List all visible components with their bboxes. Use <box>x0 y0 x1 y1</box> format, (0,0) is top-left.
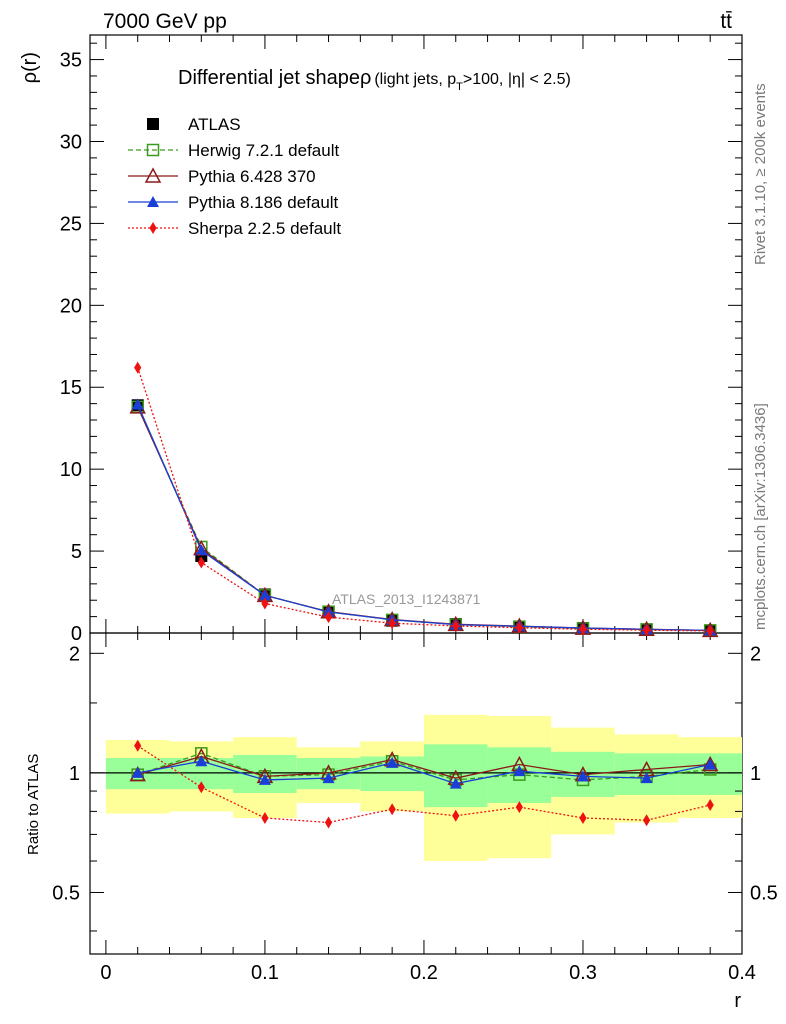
ratio-y-tick-label-right: 1 <box>750 763 761 785</box>
ratio-point-sherpa <box>197 781 205 794</box>
ratio-point-sherpa <box>388 803 396 816</box>
main-y-axis-label: ρ(r) <box>19 52 41 83</box>
energy-label: 7000 GeV pp <box>103 10 227 33</box>
chart-title-sub-2: T <box>456 81 463 93</box>
legend-marker-sherpa <box>149 222 157 234</box>
legend: ATLAS Herwig 7.2.1 default Pythia 6.428 37… <box>128 115 341 238</box>
main-y-tick-label: 10 <box>60 459 82 481</box>
main-y-tick-label: 15 <box>60 377 82 399</box>
ratio-line-pythia6 <box>137 755 711 779</box>
ratio-point-sherpa <box>261 811 269 824</box>
ratio-point-sherpa <box>134 739 142 752</box>
main-point-sherpa <box>388 617 396 630</box>
ratio-y-tick-label-right: 2 <box>750 643 761 665</box>
x-tick-label: 0.4 <box>728 962 756 984</box>
main-point-pythia8 <box>195 544 208 556</box>
x-tick-label: 0.3 <box>569 962 597 984</box>
main-point-sherpa <box>452 619 460 632</box>
legend-label-atlas: ATLAS <box>188 115 241 134</box>
ratio-point-pythia8 <box>576 770 589 782</box>
main-line-sherpa <box>137 367 711 632</box>
ratio-y-tick-label-left: 0.5 <box>52 882 80 904</box>
ratio-point-pythia8 <box>704 758 717 770</box>
ratio-point-pythia8 <box>322 772 335 784</box>
ratio-point-pythia6 <box>701 755 719 772</box>
ratio-point-sherpa <box>324 816 333 829</box>
main-point-sherpa <box>579 623 587 636</box>
legend-label-pythia6: Pythia 6.428 370 <box>188 167 316 186</box>
main-y-tick-label: 35 <box>60 50 82 72</box>
ratio-point-pythia8 <box>640 772 653 784</box>
ratio-point-sherpa <box>706 799 714 812</box>
ratio-line-pythia8 <box>137 760 711 785</box>
ratio-y-tick-label-right: 0.5 <box>750 882 778 904</box>
chart-title-sub-3: >100, |η| < 2.5) <box>463 71 571 88</box>
main-y-tick-label: 20 <box>60 295 82 317</box>
legend-label-herwig: Herwig 7.2.1 default <box>188 141 339 160</box>
x-tick-label: 0 <box>100 962 111 984</box>
chart-title: Differential jet shapeρ (light jets, pT>1… <box>178 67 571 93</box>
ratio-point-pythia8 <box>131 766 144 778</box>
main-point-sherpa <box>515 621 523 634</box>
chart-title-sub-1: (light jets, p <box>374 71 456 88</box>
mcplots-side-text: mcplots.cern.ch [arXiv:1306.3436] <box>752 403 769 630</box>
main-point-sherpa <box>642 624 651 637</box>
main-point-pythia8 <box>258 589 271 601</box>
ratio-y-tick-label-left: 2 <box>69 643 80 665</box>
main-series-sherpa <box>134 361 714 637</box>
main-point-sherpa <box>324 611 333 624</box>
ratio-point-sherpa <box>452 809 460 822</box>
legend-label-pythia8: Pythia 8.186 default <box>188 193 339 212</box>
ratio-axis-ticks: 0.5 0.5 1 1 2 2 0 0.1 0.2 0.3 0.4 <box>52 633 778 984</box>
main-y-tick-label: 25 <box>60 213 82 235</box>
ratio-point-pythia8 <box>513 765 526 777</box>
legend-marker-atlas <box>147 118 159 130</box>
ratio-series-group <box>129 739 719 829</box>
rivet-side-text: Rivet 3.1.10, ≥ 200k events <box>752 83 769 265</box>
ratio-series-sherpa <box>134 739 714 829</box>
main-y-tick-label: 5 <box>71 541 82 563</box>
main-point-sherpa <box>197 556 205 569</box>
ratio-point-pythia8 <box>449 777 462 789</box>
legend-marker-herwig <box>146 143 160 157</box>
ratio-point-pythia8 <box>258 773 271 785</box>
ratio-point-sherpa <box>642 814 651 827</box>
main-series-group <box>129 361 719 638</box>
band-inner-5 <box>423 744 488 808</box>
x-axis-label: r <box>734 990 741 1012</box>
x-tick-label: 0.1 <box>251 962 279 984</box>
ratio-line-herwig <box>137 752 711 781</box>
legend-marker-pythia8 <box>147 196 159 207</box>
ratio-y-tick-label-left: 1 <box>69 763 80 785</box>
legend-marker-pythia6 <box>144 167 162 183</box>
ratio-point-pythia8 <box>195 755 208 767</box>
chart-title-main: Differential jet shapeρ <box>178 67 371 89</box>
main-point-sherpa <box>261 597 269 610</box>
analysis-watermark: ATLAS_2013_I1243871 <box>332 591 481 607</box>
main-point-pythia8 <box>131 398 144 410</box>
ratio-y-axis-label: Ratio to ATLAS <box>25 754 42 855</box>
ratio-point-pythia8 <box>386 756 399 768</box>
ratio-uncertainty-bands <box>90 714 742 862</box>
main-point-sherpa <box>706 624 714 637</box>
main-line-pythia8 <box>137 404 711 632</box>
main-point-sherpa <box>134 361 142 374</box>
x-tick-label: 0.2 <box>410 962 438 984</box>
ratio-point-sherpa <box>515 801 523 814</box>
ratio-series-pythia8 <box>131 755 717 789</box>
process-label: tt̄ <box>720 10 732 33</box>
main-y-tick-label: 30 <box>60 131 82 153</box>
legend-label-sherpa: Sherpa 2.2.5 default <box>188 219 341 238</box>
main-y-tick-label: 0 <box>71 623 82 645</box>
ratio-point-sherpa <box>579 811 587 824</box>
main-axis-ticks: 0 5 10 15 20 25 30 35 <box>60 35 743 645</box>
